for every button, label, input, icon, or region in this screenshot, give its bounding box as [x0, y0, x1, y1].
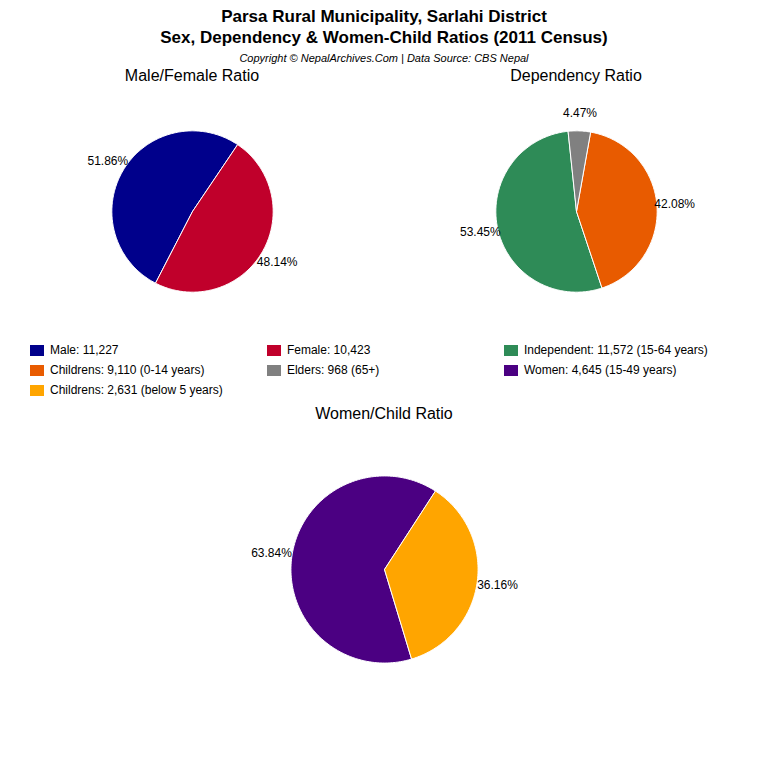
- html-text:Independent: 11,572 (15-64 yea: Independent: 11,572 (15-64 years): [523, 343, 708, 357]
- svg-text:53.45%: 53.45%: [460, 225, 501, 239]
- html-text:Childrens: 2,631 (below 5 year: Childrens: 2,631 (below 5 years): [50, 383, 223, 397]
- html-text:Sex, Dependency & Women-Child: Sex, Dependency & Women-Child Ratios (20…: [160, 28, 608, 47]
- html-text:Elders: 968 (65+): Elders: 968 (65+): [286, 363, 380, 377]
- html-text:Female: 10,423: Female: 10,423: [286, 343, 371, 357]
- html-text:Childrens: 9,110 (0-14 years): Childrens: 9,110 (0-14 years): [50, 363, 205, 377]
- html-text:Women/Child Ratio: Women/Child Ratio: [315, 405, 453, 422]
- svg-text:48.14%: 48.14%: [257, 254, 298, 268]
- html-text:Male: 11,227: Male: 11,227: [50, 343, 119, 357]
- svg-text:51.86%: 51.86%: [88, 154, 129, 168]
- html-text:Parsa Rural Municipality, Sarl: Parsa Rural Municipality, Sarlahi Distri…: [221, 7, 547, 26]
- svg-text:36.16%: 36.16%: [477, 578, 518, 592]
- html-text:Male/Female Ratio: Male/Female Ratio: [124, 67, 260, 84]
- svg-text:63.84%: 63.84%: [251, 546, 292, 560]
- html-text:Women: 4,645 (15-49 years): Women: 4,645 (15-49 years): [523, 363, 677, 377]
- html-text:Dependency Ratio: Dependency Ratio: [510, 67, 642, 84]
- html-text:Copyright © NepalArchives.Com: Copyright © NepalArchives.Com | Data Sou…: [239, 52, 529, 64]
- svg-text:42.08%: 42.08%: [654, 197, 695, 211]
- svg-text:4.47%: 4.47%: [563, 106, 597, 120]
